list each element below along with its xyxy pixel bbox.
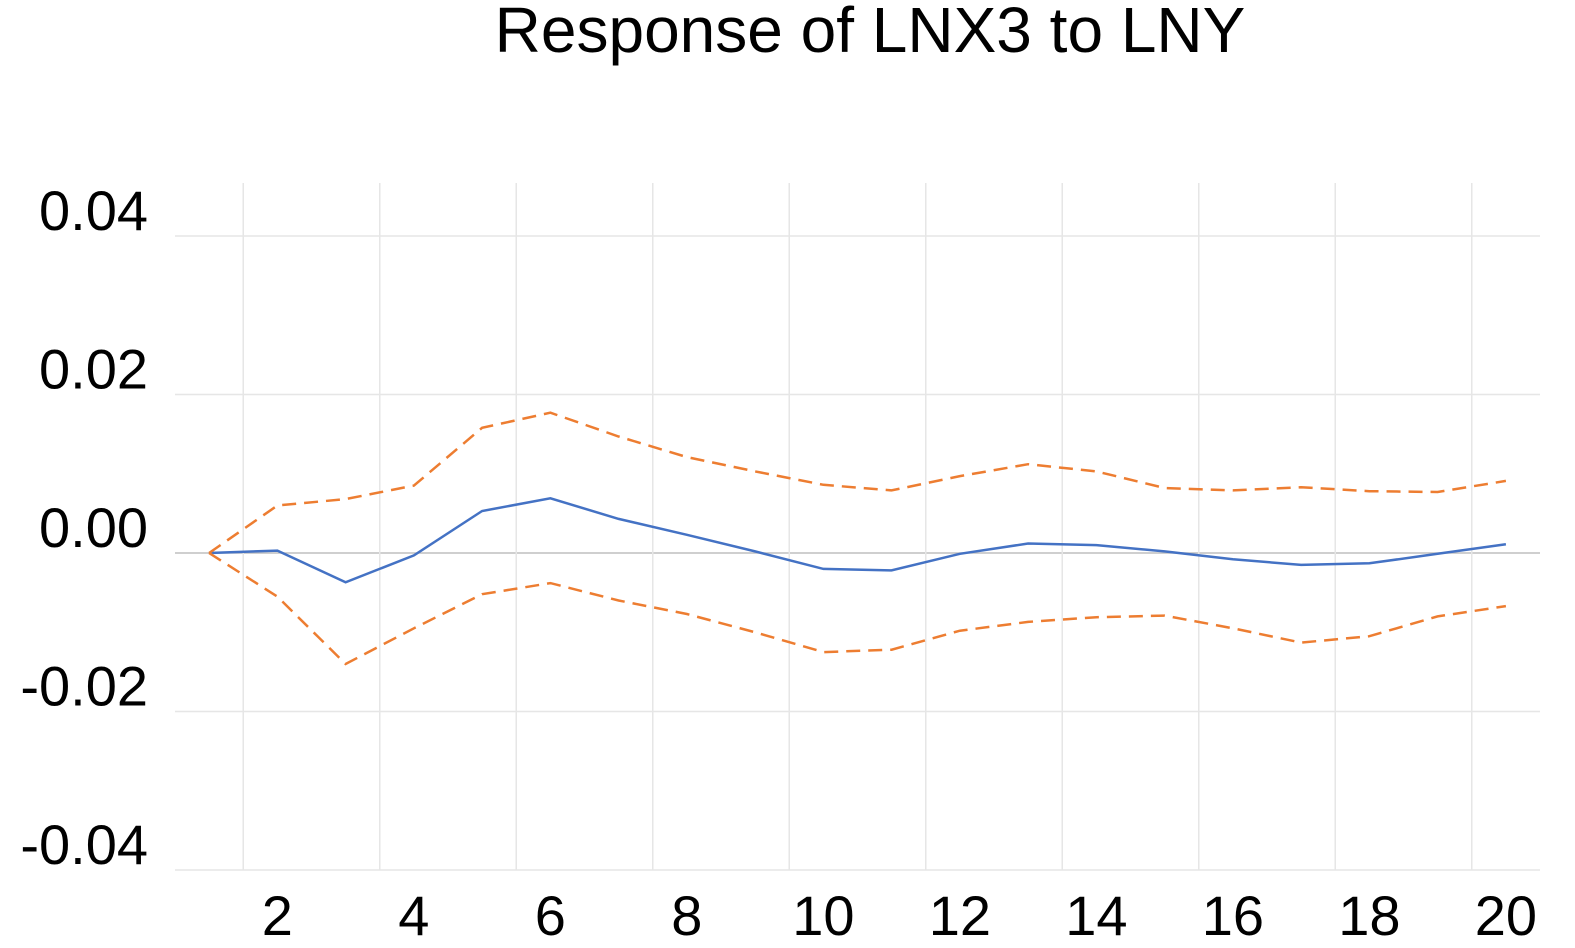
- y-tick-label: 0.02: [39, 338, 148, 401]
- x-tick-label: 2: [262, 884, 293, 947]
- response-line: [209, 497, 1507, 584]
- y-tick-label: -0.02: [20, 655, 148, 718]
- x-tick-label: 6: [535, 884, 566, 947]
- x-tick-label: 20: [1475, 884, 1537, 947]
- confidence-band-line-1: [208, 411, 1507, 555]
- y-axis-tick-labels: 0.04 0.02 0.00 -0.02 -0.04: [20, 179, 148, 876]
- x-tick-label: 16: [1202, 884, 1264, 947]
- y-tick-label: -0.04: [20, 813, 148, 876]
- y-tick-label: 0.00: [39, 496, 148, 559]
- x-tick-label: 4: [398, 884, 429, 947]
- x-tick-label: 18: [1338, 884, 1400, 947]
- y-tick-label: 0.04: [39, 179, 148, 242]
- x-tick-label: 14: [1065, 884, 1127, 947]
- confidence-band-line-2: [208, 551, 1507, 666]
- x-axis-tick-labels: 2 4 6 8 10 12 14 16 18 20: [262, 884, 1537, 947]
- x-tick-label: 8: [671, 884, 702, 947]
- grid: [175, 183, 1540, 871]
- x-tick-label: 10: [792, 884, 854, 947]
- series-lines: [208, 411, 1507, 666]
- chart-title: Response of LNX3 to LNY: [495, 0, 1246, 66]
- x-tick-label: 12: [929, 884, 991, 947]
